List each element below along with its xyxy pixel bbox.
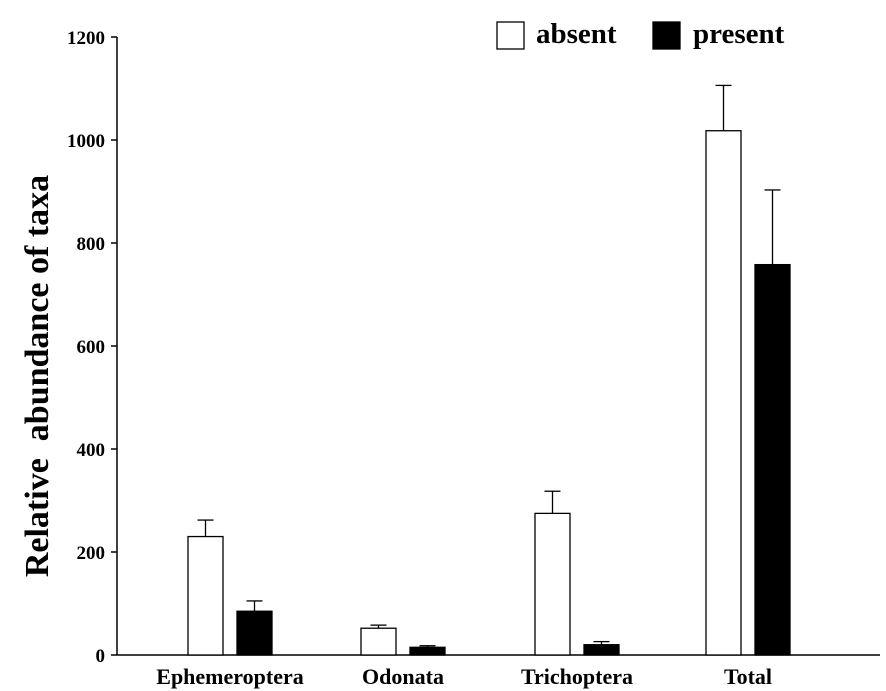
y-tick-label: 1000 bbox=[67, 131, 105, 152]
bar-present-total bbox=[754, 263, 791, 656]
x-tick-label: Odonata bbox=[362, 664, 444, 689]
legend-label-present: present bbox=[693, 18, 785, 50]
bar-present-trichoptera bbox=[583, 644, 620, 656]
x-tick-label: Trichoptera bbox=[521, 664, 633, 689]
bars bbox=[187, 84, 791, 656]
x-tick-label: Total bbox=[724, 664, 772, 689]
bar-present-odonata bbox=[409, 646, 446, 656]
x-tick-labels: Ephemeroptera Odonata Trichoptera Total bbox=[156, 664, 772, 689]
legend-label-absent: absent bbox=[536, 18, 617, 50]
legend-swatch-present bbox=[652, 21, 681, 50]
bar-present-ephemeroptera bbox=[236, 610, 273, 656]
y-tick-label: 800 bbox=[77, 234, 106, 255]
bar-absent-odonata bbox=[360, 627, 397, 656]
y-tick-label: 1200 bbox=[67, 28, 105, 49]
legend: absent present bbox=[496, 18, 785, 50]
y-axis-label: Relative abundance of taxa bbox=[19, 175, 56, 577]
y-tick-label: 400 bbox=[77, 440, 106, 461]
bar-absent-ephemeroptera bbox=[187, 535, 224, 656]
y-ticks: 0 200 400 600 800 1000 1200 bbox=[67, 28, 117, 667]
legend-swatch-absent bbox=[496, 21, 525, 50]
y-tick-label: 200 bbox=[77, 543, 106, 564]
bar-absent-total bbox=[705, 130, 742, 656]
x-tick-label: Ephemeroptera bbox=[156, 664, 303, 689]
y-tick-label: 0 bbox=[96, 646, 106, 667]
bar-absent-trichoptera bbox=[534, 512, 571, 656]
y-tick-label: 600 bbox=[77, 337, 106, 358]
